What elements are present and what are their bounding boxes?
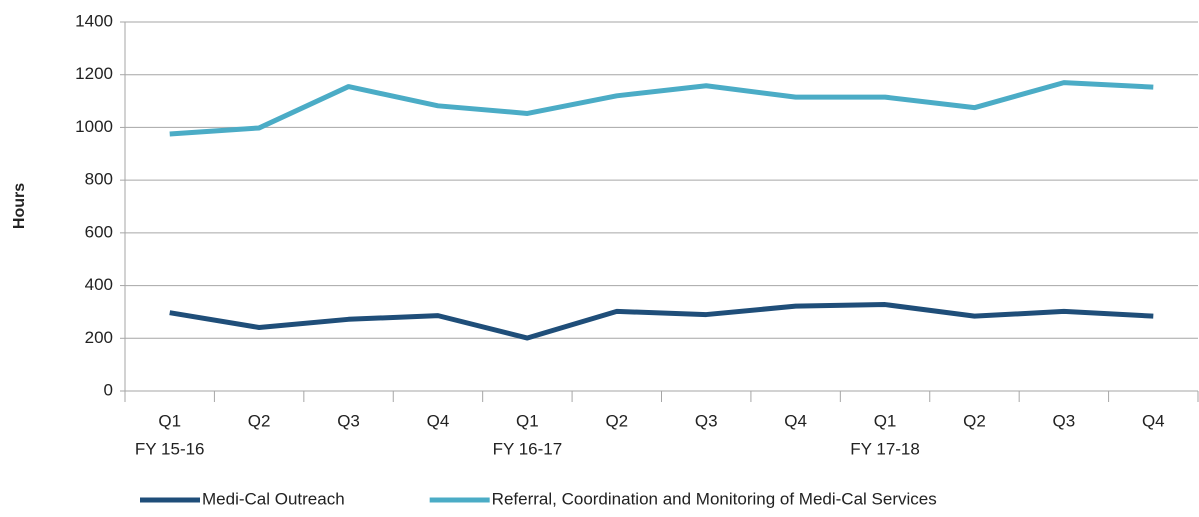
y-tick-label: 0 <box>104 380 113 399</box>
x-tick-label: Q4 <box>1142 411 1165 430</box>
y-tick-label: 1200 <box>75 64 113 83</box>
x-tick-label: Q3 <box>337 411 360 430</box>
x-tick-label: Q2 <box>248 411 271 430</box>
y-axis-label: Hours <box>11 183 28 229</box>
legend-label: Referral, Coordination and Monitoring of… <box>492 489 937 508</box>
x-group-label: FY 15-16 <box>135 439 205 458</box>
x-tick-label: Q1 <box>516 411 539 430</box>
x-tick-label: Q3 <box>695 411 718 430</box>
x-tick-label: Q1 <box>874 411 897 430</box>
y-tick-label: 1400 <box>75 11 113 30</box>
x-tick-label: Q4 <box>427 411 450 430</box>
y-tick-label: 200 <box>85 328 113 347</box>
x-tick-label: Q3 <box>1053 411 1076 430</box>
x-group-label: FY 16-17 <box>493 439 563 458</box>
legend-label: Medi-Cal Outreach <box>202 489 345 508</box>
y-tick-label: 800 <box>85 170 113 189</box>
x-tick-label: Q2 <box>963 411 986 430</box>
series-line <box>169 302 1154 341</box>
y-tick-label: 1000 <box>75 117 113 136</box>
x-group-label: FY 17-18 <box>850 439 920 458</box>
x-tick-label: Q2 <box>605 411 628 430</box>
y-tick-label: 400 <box>85 275 113 294</box>
series-line <box>169 80 1154 137</box>
y-tick-label: 600 <box>85 222 113 241</box>
x-tick-label: Q4 <box>784 411 807 430</box>
x-tick-label: Q1 <box>158 411 181 430</box>
